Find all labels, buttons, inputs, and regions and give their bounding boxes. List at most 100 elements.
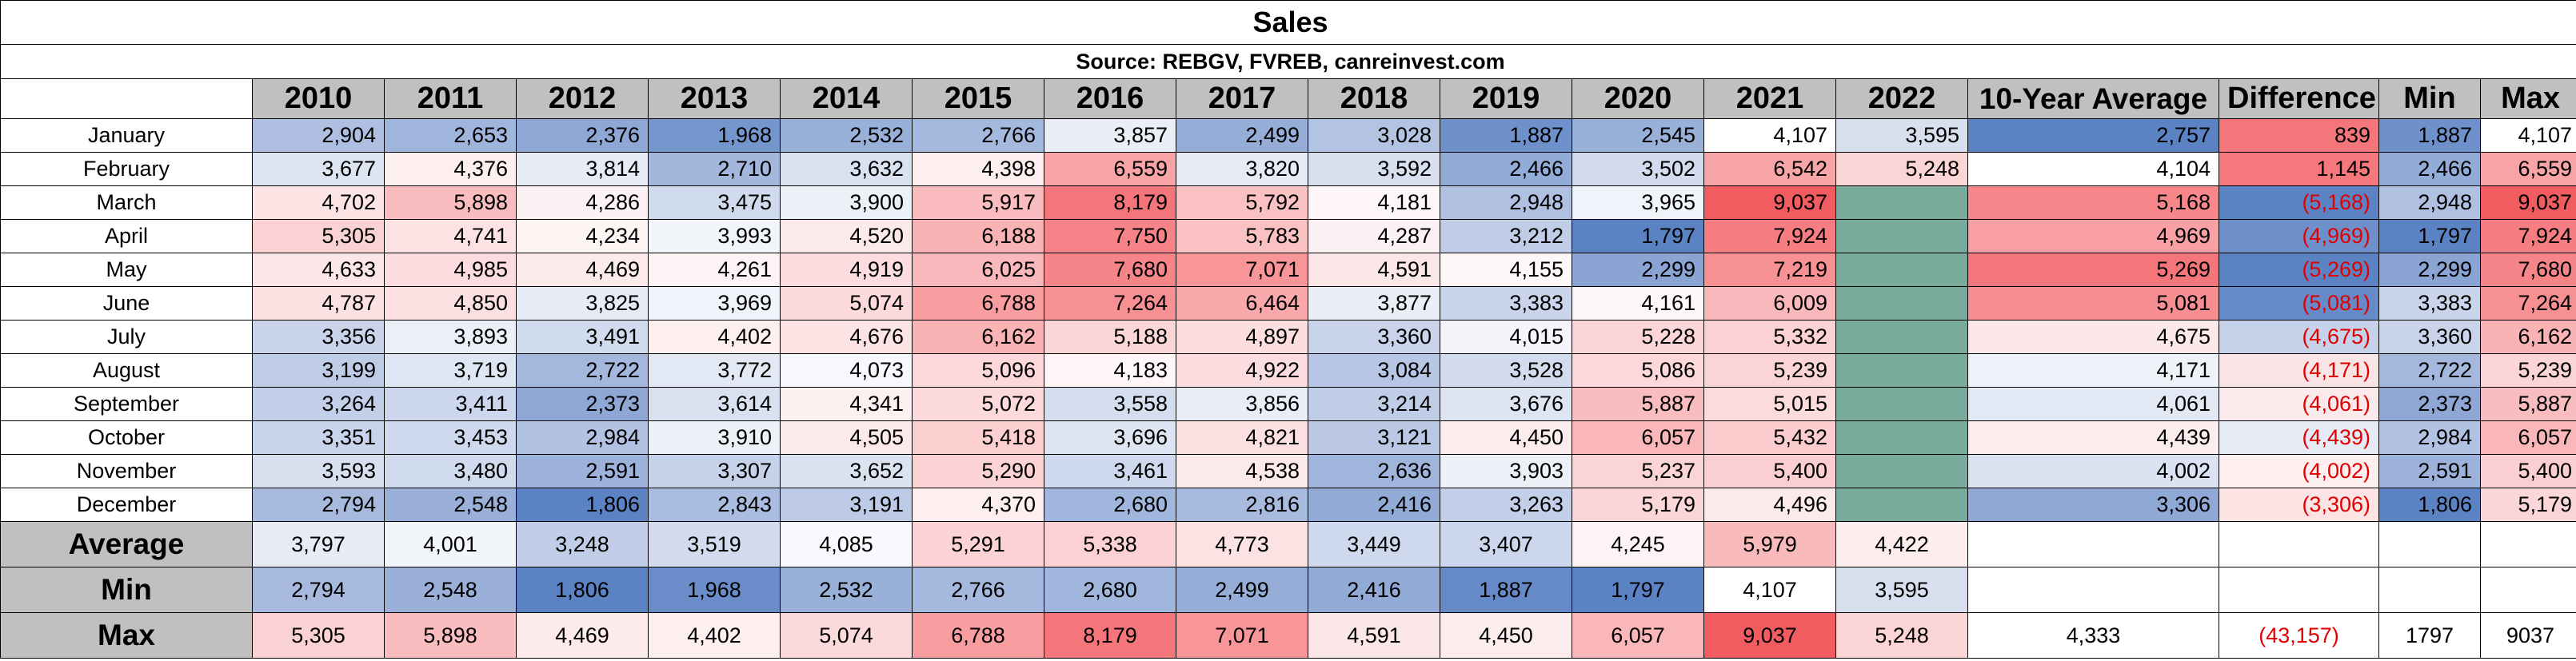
- data-cell: 2,722: [2378, 353, 2481, 388]
- data-cell: 5,400: [2479, 454, 2576, 488]
- data-cell: 2,680: [1044, 567, 1176, 613]
- data-cell: 2,416: [1308, 567, 1440, 613]
- data-cell: 3,028: [1308, 118, 1440, 153]
- data-cell: 4,741: [384, 219, 517, 253]
- data-cell: [1967, 521, 2219, 567]
- data-cell: [2219, 567, 2379, 613]
- sheet-title: Sales: [0, 0, 2576, 45]
- data-cell: 2,794: [252, 488, 385, 522]
- data-cell: 3,519: [648, 521, 781, 567]
- data-cell: 4,171: [1967, 353, 2219, 388]
- data-cell: 4,001: [384, 521, 517, 567]
- column-header: Min: [2378, 78, 2481, 119]
- data-cell: 2,680: [1044, 488, 1176, 522]
- data-cell: 4,633: [252, 253, 385, 287]
- data-cell: 3,696: [1044, 420, 1176, 455]
- data-cell: 6,559: [1044, 152, 1176, 186]
- data-cell: [2479, 567, 2576, 613]
- data-cell: 5,239: [2479, 353, 2576, 388]
- data-cell: [2378, 521, 2481, 567]
- data-cell: 4,773: [1176, 521, 1308, 567]
- data-cell: 2,416: [1308, 488, 1440, 522]
- data-cell: 3,719: [384, 353, 517, 388]
- table-row: November 3,593 3,480 2,591 3,307 3,652 5,290 3,…: [0, 454, 2576, 488]
- data-cell: 5,081: [1967, 286, 2219, 321]
- data-cell: 3,969: [648, 286, 781, 321]
- data-cell: 6,057: [1572, 420, 1704, 455]
- row-label: May: [0, 253, 253, 287]
- data-cell: 2,710: [648, 152, 781, 186]
- data-cell: 6,788: [912, 612, 1044, 659]
- data-cell: 2,548: [384, 488, 517, 522]
- data-cell: 4,002: [1967, 454, 2219, 488]
- data-cell: 9,037: [1703, 185, 1836, 220]
- column-header: 10-Year Average: [1967, 78, 2219, 119]
- row-label: August: [0, 353, 253, 388]
- data-cell: 2,532: [780, 567, 913, 613]
- data-cell: 5,168: [1967, 185, 2219, 220]
- data-cell: 6,464: [1176, 286, 1308, 321]
- data-cell: 6,188: [912, 219, 1044, 253]
- data-cell: 2,904: [252, 118, 385, 153]
- data-cell: 4,675: [1967, 320, 2219, 354]
- data-cell: 6,542: [1703, 152, 1836, 186]
- data-cell: (3,306): [2219, 488, 2379, 522]
- data-cell: 1,968: [648, 567, 781, 613]
- data-cell: 1797: [2378, 612, 2481, 659]
- column-header: 2019: [1440, 78, 1572, 119]
- data-cell: 4,245: [1572, 521, 1704, 567]
- data-cell: 5,074: [780, 612, 913, 659]
- data-cell: 4,287: [1308, 219, 1440, 253]
- data-cell: 3,820: [1176, 152, 1308, 186]
- data-cell: 2,757: [1967, 118, 2219, 153]
- data-cell: 3,993: [648, 219, 781, 253]
- data-cell: 3,263: [1440, 488, 1572, 522]
- row-label: Min: [0, 567, 253, 613]
- data-cell: 2,373: [2378, 387, 2481, 421]
- table-row: June 4,787 4,850 3,825 3,969 5,074 6,788 7,264 6…: [0, 286, 2576, 321]
- data-cell: 5,248: [1835, 152, 1968, 186]
- data-cell: [1835, 353, 1968, 388]
- column-header: Difference: [2219, 78, 2379, 119]
- row-label: September: [0, 387, 253, 421]
- data-cell: 4,107: [1703, 118, 1836, 153]
- data-cell: 2,766: [912, 567, 1044, 613]
- data-cell: 1,797: [2378, 219, 2481, 253]
- data-cell: 8,179: [1044, 185, 1176, 220]
- corner-cell: [0, 78, 253, 119]
- data-cell: 2,636: [1308, 454, 1440, 488]
- data-cell: 6,025: [912, 253, 1044, 287]
- data-cell: 2,373: [516, 387, 649, 421]
- data-cell: 4,450: [1440, 612, 1572, 659]
- data-cell: 7,071: [1176, 612, 1308, 659]
- data-cell: 3,383: [2378, 286, 2481, 321]
- data-cell: 3,480: [384, 454, 517, 488]
- data-cell: 7,264: [1044, 286, 1176, 321]
- data-cell: 3,306: [1967, 488, 2219, 522]
- data-cell: 2,816: [1176, 488, 1308, 522]
- data-cell: 3,614: [648, 387, 781, 421]
- data-cell: 3,502: [1572, 152, 1704, 186]
- column-header: 2010: [252, 78, 385, 119]
- data-cell: 5,792: [1176, 185, 1308, 220]
- data-cell: 2,948: [2378, 185, 2481, 220]
- data-cell: 4,107: [1703, 567, 1836, 613]
- data-cell: 3,893: [384, 320, 517, 354]
- row-label: October: [0, 420, 253, 455]
- data-cell: 1,887: [2378, 118, 2481, 153]
- data-cell: 4,520: [780, 219, 913, 253]
- data-cell: 4,398: [912, 152, 1044, 186]
- column-header: 2016: [1044, 78, 1176, 119]
- data-cell: 4,496: [1703, 488, 1836, 522]
- data-cell: 2,843: [648, 488, 781, 522]
- data-cell: 3,877: [1308, 286, 1440, 321]
- data-cell: 9,037: [1703, 612, 1836, 659]
- row-label: January: [0, 118, 253, 153]
- data-cell: 5,237: [1572, 454, 1704, 488]
- table-row: January 2,904 2,653 2,376 1,968 2,532 2,766 3,8…: [0, 118, 2576, 153]
- data-cell: 5,400: [1703, 454, 1836, 488]
- data-cell: 5,338: [1044, 521, 1176, 567]
- data-cell: 9,037: [2479, 185, 2576, 220]
